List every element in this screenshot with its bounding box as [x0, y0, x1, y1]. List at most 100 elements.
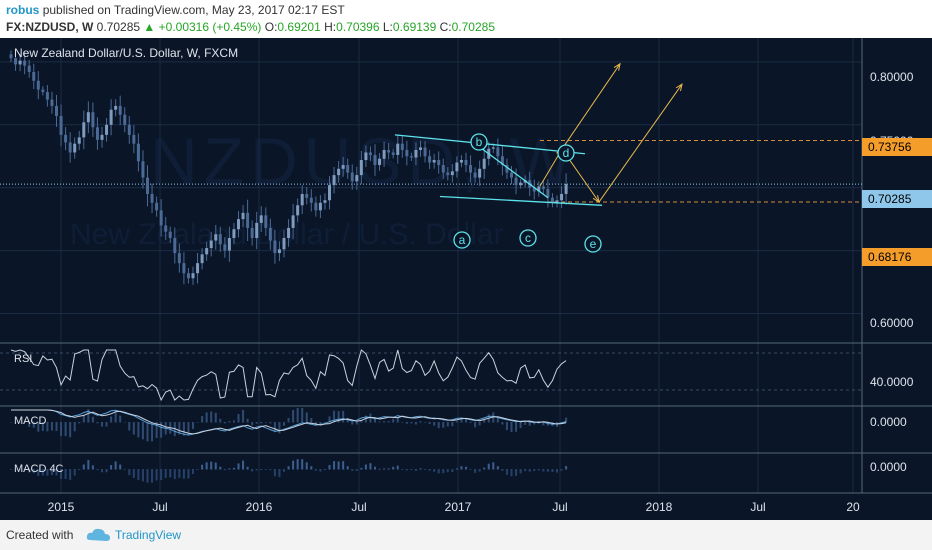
macd-histogram-bar [28, 422, 31, 427]
macd4c-bar [64, 469, 67, 480]
candle-body [150, 193, 154, 203]
macd4c-bar [146, 469, 149, 483]
chart-canvas[interactable]: a b c d e [0, 38, 932, 520]
macd4c-bar [14, 469, 17, 470]
macd4c-bar [378, 468, 381, 470]
macd4c-bar [533, 469, 536, 471]
macd-histogram-bar [565, 417, 568, 423]
chart-title: New Zealand Dollar/U.S. Dollar, W, FXCM [14, 46, 239, 60]
macd-histogram-bar [101, 422, 103, 427]
macd-histogram-bar [296, 408, 299, 423]
macd4c-bar [510, 469, 513, 477]
candle-body [205, 248, 209, 255]
macd4c-bar [310, 466, 313, 470]
macd-histogram-bar [128, 422, 131, 431]
candle-body [14, 58, 18, 65]
price-tag-current: 0.70285 [862, 190, 932, 208]
macd4c-bar [460, 466, 463, 470]
macd4c-bar [169, 469, 172, 478]
candle-body [209, 240, 213, 249]
x-tick-2015: 2015 [47, 500, 75, 514]
y-tick-060: 0.60000 [870, 316, 914, 330]
macd4c-bar [301, 459, 304, 470]
tradingview-link[interactable]: TradingView [115, 528, 182, 542]
macd4c-bar [23, 469, 26, 470]
macd4c-bar [542, 469, 545, 472]
macd4c-bar [551, 469, 554, 473]
macd-histogram-bar [201, 416, 204, 423]
macd-histogram-bar [287, 418, 290, 423]
macd4c-bar [528, 469, 531, 472]
candle-body [282, 238, 286, 250]
macd4c-bar [346, 466, 349, 470]
macd4c-bar [392, 466, 395, 470]
macd4c-bar [78, 469, 81, 471]
macd-histogram-bar [510, 422, 513, 433]
macd4c-bar [10, 469, 12, 470]
macd-histogram-bar [155, 422, 158, 439]
price-tag-068176: 0.68176 [862, 248, 932, 266]
candle-body [432, 160, 436, 163]
macd-histogram-bar [228, 421, 231, 423]
tradingview-logo-icon[interactable] [86, 526, 112, 547]
chart-area[interactable]: NZDUSD, W New Zealand Dollar / U.S. Doll… [0, 38, 932, 520]
macd-histogram-bar [151, 422, 154, 442]
macd4c-bar [237, 463, 240, 470]
candle-body [514, 177, 518, 186]
macd4c-bar [228, 468, 231, 470]
macd4c-bar [155, 469, 158, 481]
macd4c-bar [119, 464, 122, 470]
candle-body [95, 127, 99, 140]
macd-histogram-bar [524, 422, 527, 425]
candle-body [423, 147, 427, 157]
macd-histogram-bar [410, 422, 413, 424]
macd-histogram-bar [451, 422, 454, 427]
macd4c-bar [28, 469, 31, 473]
macd4c-bar [91, 465, 94, 470]
projection-target-2 [598, 83, 683, 203]
macd-histogram-bar [314, 422, 317, 425]
candle-body [414, 149, 418, 158]
macd4c-bar [469, 469, 472, 470]
candle-body [546, 188, 550, 198]
candle-body [164, 225, 168, 232]
x-tick-jul-2016: Jul [351, 500, 367, 514]
candle-body [373, 154, 377, 166]
macd-histogram-bar [19, 422, 22, 423]
candle-body [368, 152, 372, 155]
candle-body [114, 105, 118, 110]
macd4c-bar [537, 469, 540, 471]
macd4c-bar [73, 469, 76, 476]
candle-body [437, 160, 441, 166]
macd-histogram-bar [283, 422, 285, 426]
x-tick-jul-2015: Jul [152, 500, 168, 514]
macd4c-bar [178, 469, 181, 478]
macd4c-bar [160, 469, 163, 481]
macd-histogram-bar [242, 410, 245, 423]
author-link[interactable]: robus [6, 3, 40, 17]
macd4c-bar [319, 469, 322, 472]
candle-body [86, 112, 90, 123]
candle-body [132, 134, 136, 144]
macd-histogram-bar [255, 422, 258, 424]
close-value: 0.70285 [451, 20, 496, 34]
up-arrow-icon: ▲ [143, 20, 156, 34]
macd4c-bar [46, 469, 49, 476]
candle-body [277, 249, 281, 254]
macd4c-bar [433, 469, 436, 472]
macd-histogram-bar [360, 420, 363, 423]
macd-histogram-bar [246, 418, 249, 423]
macd-histogram-bar [387, 421, 390, 423]
candle-body [382, 149, 386, 159]
macd4c-bar [364, 464, 367, 470]
macd4c-bar [182, 469, 185, 479]
low-value: 0.69139 [392, 20, 437, 34]
candle-body [9, 54, 13, 59]
symbol-line: FX:NZDUSD, W 0.70285 ▲ +0.00316 (+0.45%)… [6, 20, 495, 34]
macd4c-bar [242, 460, 245, 470]
macd4c-bar [114, 461, 117, 470]
macd4c-bar [292, 460, 295, 470]
candle-body [200, 254, 204, 264]
macd4c-bar [360, 467, 363, 470]
macd-histogram-bar [319, 422, 322, 426]
